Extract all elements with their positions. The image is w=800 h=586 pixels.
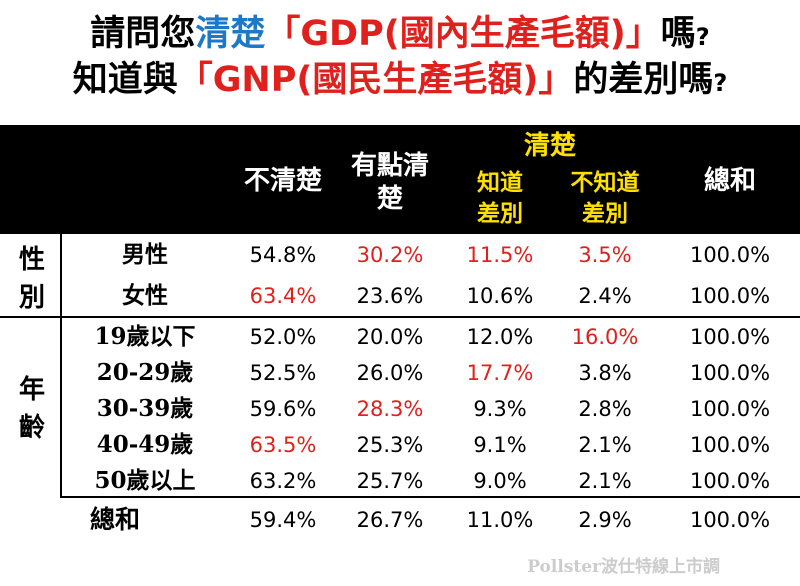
table-cell: 30.2%	[356, 243, 424, 267]
table-cell: 100.0%	[689, 397, 771, 421]
table-cell: 26.0%	[356, 361, 424, 385]
group-age-b: 齡	[18, 413, 45, 443]
row-label: 20-29歲	[96, 359, 194, 386]
table-cell: 12.0%	[466, 325, 534, 349]
table-cell: 25.7%	[356, 469, 424, 493]
title-line-2: 知道與「GNP(國民生產毛額)」的差別嗎?	[0, 60, 800, 103]
row-label: 19歲以下	[94, 323, 196, 350]
header-col-total: 總和	[703, 166, 756, 196]
header-col-know-b: 差別	[477, 201, 523, 227]
table-cell: 11.5%	[466, 243, 534, 267]
header-col-somewhat-a: 有點清	[350, 151, 429, 181]
header-col-dontknow-a: 不知道	[570, 170, 640, 196]
row-label: 50歲以上	[94, 467, 196, 494]
table-cell: 100.0%	[689, 361, 771, 385]
table-cell: 100.0%	[689, 508, 771, 532]
divider-gender-age	[0, 316, 800, 318]
title-2a: 知道與	[72, 60, 178, 100]
title-1b: 清楚	[195, 14, 266, 54]
watermark: Pollster波仕特線上市調	[527, 557, 720, 577]
table-cell: 20.0%	[356, 325, 424, 349]
table-cell: 100.0%	[689, 433, 771, 457]
table-cell: 100.0%	[689, 243, 771, 267]
table-cell: 2.8%	[578, 397, 632, 421]
title-line-1: 請問您清楚「GDP(國內生產毛額)」嗎?	[0, 14, 800, 57]
header-col-unclear: 不清楚	[243, 166, 322, 196]
table-cell: 100.0%	[689, 284, 771, 308]
table-cell: 9.0%	[473, 469, 527, 493]
group-gender-b: 別	[18, 283, 45, 313]
table-cell: 25.3%	[356, 433, 424, 457]
title-1c: 「GDP(國內生產毛額)」	[265, 14, 661, 54]
table-cell: 63.4%	[249, 284, 317, 308]
table-cell: 11.0%	[466, 508, 534, 532]
row-label: 40-49歲	[96, 431, 194, 458]
title-1q: ?	[695, 23, 710, 51]
row-label-total: 總和	[89, 505, 140, 534]
table-cell: 63.2%	[249, 469, 317, 493]
row-label: 30-39歲	[96, 395, 194, 422]
table-cell: 52.5%	[249, 361, 317, 385]
table-cell: 23.6%	[356, 284, 424, 308]
table-cell: 54.8%	[249, 243, 317, 267]
title-2c: 的差別嗎	[573, 60, 714, 100]
table-cell: 63.5%	[249, 433, 317, 457]
header-col-somewhat-b: 楚	[376, 184, 403, 214]
title-1d: 嗎	[660, 14, 696, 54]
table-cell: 9.1%	[473, 433, 527, 457]
table-cell: 2.1%	[578, 433, 632, 457]
table-cell: 52.0%	[249, 325, 317, 349]
row-label: 女性	[122, 282, 168, 309]
header-col-dontknow-b: 差別	[582, 201, 628, 227]
table-header: 不清楚 有點清 楚 清楚 知道 差別 不知道 差別 總和	[0, 125, 800, 234]
table-cell: 17.7%	[466, 361, 534, 385]
table-cell: 3.8%	[578, 361, 632, 385]
table-cell: 59.4%	[249, 508, 317, 532]
table-cell: 26.7%	[356, 508, 424, 532]
group-gender-a: 性	[18, 245, 45, 275]
group-age-a: 年	[18, 375, 45, 405]
header-group-clear: 清楚	[523, 131, 576, 161]
table-cell: 10.6%	[466, 284, 534, 308]
table-cell: 28.3%	[356, 397, 424, 421]
table-cell: 2.9%	[578, 508, 632, 532]
table-cell: 59.6%	[249, 397, 317, 421]
divider-vertical	[60, 234, 62, 496]
divider-total	[60, 496, 800, 498]
table-cell: 100.0%	[689, 469, 771, 493]
row-label: 男性	[122, 241, 168, 268]
title-2b: 「GNP(國民生產毛額)」	[177, 60, 574, 100]
table-cell: 3.5%	[578, 243, 632, 267]
table-cell: 100.0%	[689, 325, 771, 349]
header-col-know-a: 知道	[477, 170, 523, 196]
title-1a: 請問您	[90, 14, 196, 54]
table-cell: 2.1%	[578, 469, 632, 493]
title-2q: ?	[713, 69, 728, 97]
table-cell: 16.0%	[571, 325, 639, 349]
table-cell: 9.3%	[473, 397, 527, 421]
table-cell: 2.4%	[578, 284, 632, 308]
